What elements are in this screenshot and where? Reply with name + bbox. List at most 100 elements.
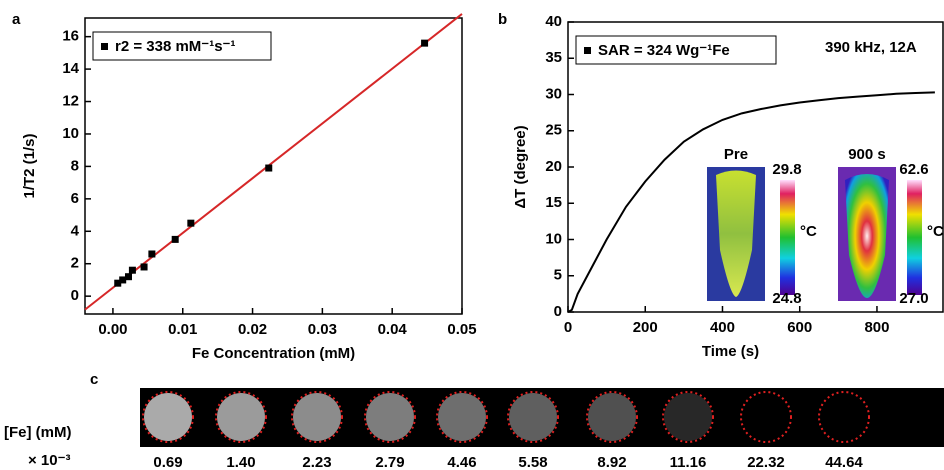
concentration-label: 5.58: [518, 454, 547, 470]
sample: [664, 393, 712, 441]
y-axis-label: ΔT (degree): [512, 125, 529, 208]
legend-box: [575, 35, 777, 65]
y-tick-label: 25: [545, 122, 562, 139]
point: [187, 219, 195, 227]
concentration-label: 0.69: [153, 454, 182, 470]
sample-outline: [436, 391, 488, 443]
panel-label: a: [12, 11, 21, 28]
sample-outline: [215, 391, 267, 443]
point: [128, 266, 136, 274]
inset-title: Pre: [724, 146, 748, 163]
x-tick-label: 0.03: [308, 321, 337, 338]
sample-outline: [507, 391, 559, 443]
x-tick-label: 800: [864, 319, 889, 336]
point: [171, 235, 179, 243]
colorbar-max: 29.8: [772, 161, 801, 178]
y-tick-label: 15: [545, 194, 562, 211]
sample-outline: [586, 391, 638, 443]
point: [140, 263, 148, 271]
y-tick-label: 30: [545, 85, 562, 102]
x-axis-label: Fe Concentration (mM): [192, 345, 355, 362]
x-tick-label: 0: [564, 319, 572, 336]
colorbar-min: 24.8: [772, 290, 801, 307]
x-tick-label: 200: [633, 319, 658, 336]
point: [114, 279, 122, 287]
colorbar-max: 62.6: [899, 161, 928, 178]
x-tick-label: 400: [710, 319, 735, 336]
x-tick-label: 600: [787, 319, 812, 336]
y-tick-label: 16: [62, 28, 79, 45]
sample-outline: [740, 391, 792, 443]
sample-outline: [142, 391, 194, 443]
sample: [742, 393, 790, 441]
y-tick-label: 4: [71, 222, 80, 239]
colorbar-unit: °C: [800, 223, 817, 240]
y-tick-label: 40: [545, 13, 562, 30]
point: [421, 39, 429, 47]
row-label: [Fe] (mM): [4, 424, 72, 441]
curve: [567, 91, 935, 313]
y-tick-label: 35: [545, 49, 562, 66]
sample: [820, 393, 868, 441]
concentration-label: 4.46: [447, 454, 476, 470]
x-tick-label: 0.04: [378, 321, 408, 338]
panel-label: b: [498, 11, 507, 28]
colorbar-min: 27.0: [899, 290, 928, 307]
y-tick-label: 14: [62, 60, 79, 77]
sample: [438, 393, 486, 441]
tube: [716, 170, 756, 297]
x-tick-label: 0.01: [168, 321, 197, 338]
sample-outline: [662, 391, 714, 443]
legend-label: r2 = 338 mM⁻¹s⁻¹: [115, 38, 235, 55]
concentration-label: 2.79: [375, 454, 404, 470]
colorbar: [780, 180, 795, 295]
y-tick-label: 6: [71, 190, 79, 207]
y-tick-label: 0: [554, 303, 562, 320]
scale-label: × 10⁻³: [28, 452, 71, 469]
concentration-label: 2.23: [302, 454, 331, 470]
sample: [217, 393, 265, 441]
y-tick-label: 20: [545, 158, 562, 175]
x-tick-label: 0.00: [98, 321, 127, 338]
sample: [366, 393, 414, 441]
fit-line: [84, 13, 463, 311]
x-axis-label: Time (s): [702, 343, 759, 360]
sample: [509, 393, 557, 441]
panel-label: c: [90, 371, 98, 388]
concentration-label: 1.40: [226, 454, 255, 470]
sample-outline: [818, 391, 870, 443]
x-tick-label: 0.05: [447, 321, 476, 338]
sample: [293, 393, 341, 441]
sample-outline: [291, 391, 343, 443]
concentration-label: 11.16: [670, 454, 707, 470]
legend-label: SAR = 324 Wg⁻¹Fe: [598, 42, 730, 59]
tube: [845, 174, 889, 298]
annotation: 390 kHz, 12A: [825, 39, 917, 56]
concentration-label: 44.64: [825, 454, 863, 470]
inset-title: 900 s: [848, 146, 886, 163]
y-tick-label: 12: [62, 92, 79, 109]
legend-marker: [101, 43, 108, 50]
y-tick-label: 5: [554, 267, 562, 284]
y-axis-label: 1/T2 (1/s): [21, 133, 38, 198]
point: [148, 250, 156, 258]
colorbar-unit: °C: [927, 223, 944, 240]
legend-box: [92, 31, 272, 61]
y-tick-label: 2: [71, 255, 79, 272]
point: [265, 164, 273, 172]
y-tick-label: 8: [71, 157, 79, 174]
sample-outline: [364, 391, 416, 443]
colorbar: [907, 180, 922, 295]
sample: [144, 393, 192, 441]
legend-marker: [584, 47, 591, 54]
y-tick-label: 10: [62, 125, 79, 142]
point: [124, 273, 132, 281]
sample: [588, 393, 636, 441]
point: [119, 276, 127, 284]
concentration-label: 22.32: [747, 454, 785, 470]
concentration-label: 8.92: [597, 454, 626, 470]
y-tick-label: 0: [71, 287, 79, 304]
thermal-insets: [707, 167, 922, 301]
y-tick-label: 10: [545, 230, 562, 247]
